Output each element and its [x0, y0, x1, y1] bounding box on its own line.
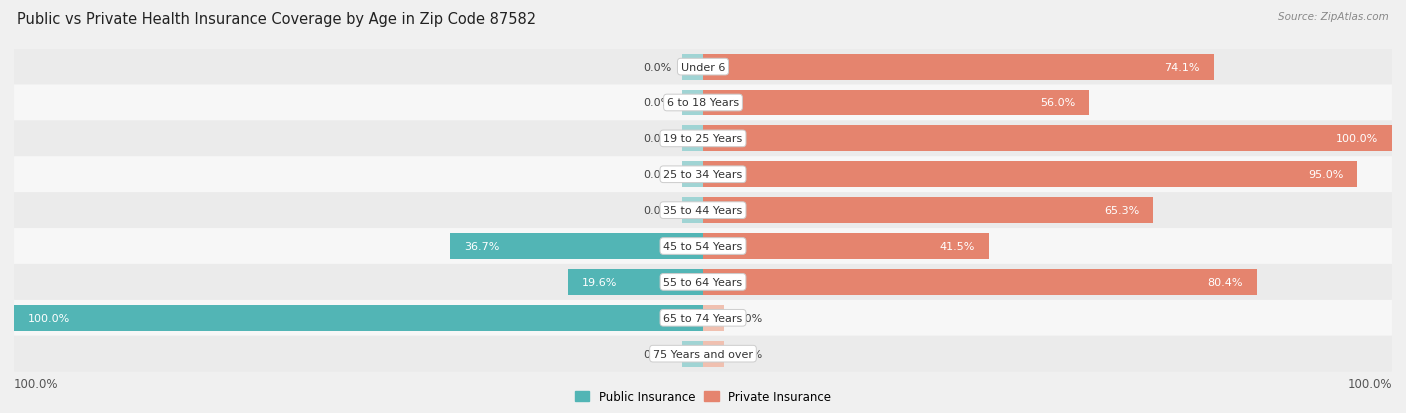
- Bar: [703, 269, 1257, 295]
- Text: 100.0%: 100.0%: [1347, 377, 1392, 390]
- Legend: Public Insurance, Private Insurance: Public Insurance, Private Insurance: [571, 385, 835, 408]
- Text: 100.0%: 100.0%: [28, 313, 70, 323]
- Bar: [682, 198, 703, 223]
- Text: 36.7%: 36.7%: [464, 242, 499, 252]
- Text: 0.0%: 0.0%: [734, 313, 762, 323]
- Bar: [703, 126, 1392, 152]
- Bar: [450, 233, 703, 259]
- FancyBboxPatch shape: [14, 121, 1392, 157]
- Text: 56.0%: 56.0%: [1040, 98, 1076, 108]
- Bar: [703, 305, 724, 331]
- Bar: [568, 269, 703, 295]
- Bar: [682, 55, 703, 81]
- Bar: [682, 90, 703, 116]
- Bar: [703, 233, 988, 259]
- Text: 45 to 54 Years: 45 to 54 Years: [664, 242, 742, 252]
- Bar: [703, 90, 1088, 116]
- Text: 0.0%: 0.0%: [644, 206, 672, 216]
- Text: 65.3%: 65.3%: [1104, 206, 1139, 216]
- FancyBboxPatch shape: [14, 157, 1392, 193]
- Text: 0.0%: 0.0%: [644, 62, 672, 72]
- Bar: [682, 341, 703, 367]
- Text: 65 to 74 Years: 65 to 74 Years: [664, 313, 742, 323]
- Bar: [682, 126, 703, 152]
- FancyBboxPatch shape: [14, 264, 1392, 300]
- Text: 41.5%: 41.5%: [939, 242, 976, 252]
- Text: 0.0%: 0.0%: [734, 349, 762, 359]
- FancyBboxPatch shape: [14, 228, 1392, 264]
- Text: 100.0%: 100.0%: [14, 377, 59, 390]
- Text: 100.0%: 100.0%: [1336, 134, 1378, 144]
- Text: 74.1%: 74.1%: [1164, 62, 1199, 72]
- FancyBboxPatch shape: [14, 336, 1392, 372]
- Text: 0.0%: 0.0%: [644, 349, 672, 359]
- Bar: [703, 341, 724, 367]
- Text: 55 to 64 Years: 55 to 64 Years: [664, 277, 742, 287]
- Bar: [703, 55, 1213, 81]
- Text: 0.0%: 0.0%: [644, 98, 672, 108]
- Bar: [703, 198, 1153, 223]
- Text: Under 6: Under 6: [681, 62, 725, 72]
- Text: 0.0%: 0.0%: [644, 134, 672, 144]
- Text: 19 to 25 Years: 19 to 25 Years: [664, 134, 742, 144]
- Bar: [703, 162, 1358, 188]
- FancyBboxPatch shape: [14, 193, 1392, 228]
- FancyBboxPatch shape: [14, 300, 1392, 336]
- Text: 25 to 34 Years: 25 to 34 Years: [664, 170, 742, 180]
- Text: 0.0%: 0.0%: [644, 170, 672, 180]
- Text: Public vs Private Health Insurance Coverage by Age in Zip Code 87582: Public vs Private Health Insurance Cover…: [17, 12, 536, 27]
- Bar: [682, 162, 703, 188]
- Bar: [14, 305, 703, 331]
- Text: 35 to 44 Years: 35 to 44 Years: [664, 206, 742, 216]
- FancyBboxPatch shape: [14, 85, 1392, 121]
- Text: 80.4%: 80.4%: [1208, 277, 1243, 287]
- Text: 75 Years and over: 75 Years and over: [652, 349, 754, 359]
- Text: Source: ZipAtlas.com: Source: ZipAtlas.com: [1278, 12, 1389, 22]
- Text: 19.6%: 19.6%: [582, 277, 617, 287]
- FancyBboxPatch shape: [14, 50, 1392, 85]
- Text: 95.0%: 95.0%: [1309, 170, 1344, 180]
- Text: 6 to 18 Years: 6 to 18 Years: [666, 98, 740, 108]
